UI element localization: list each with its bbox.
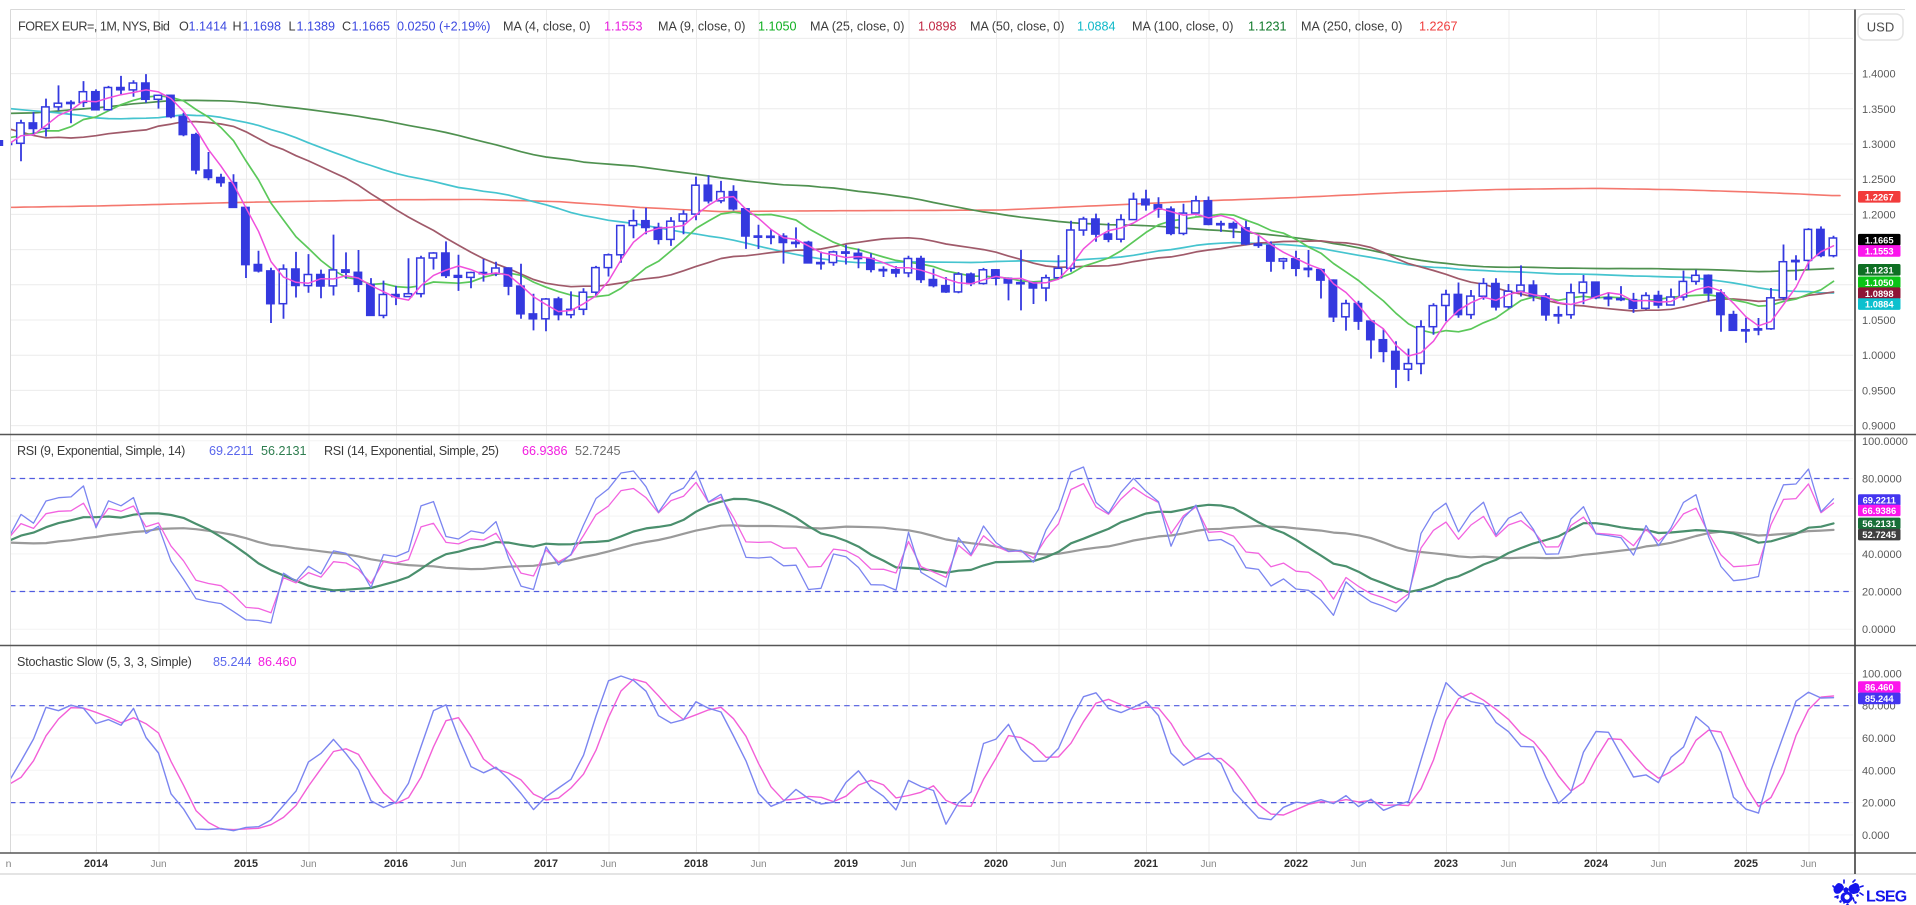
svg-text:100.0000: 100.0000 <box>1862 436 1908 448</box>
svg-text:56.2131: 56.2131 <box>261 444 307 458</box>
svg-text:52.7245: 52.7245 <box>1862 529 1896 540</box>
svg-text:Jun: Jun <box>1800 859 1816 870</box>
svg-text:1.1389: 1.1389 <box>297 20 336 34</box>
svg-text:0.0250 (+2.19%): 0.0250 (+2.19%) <box>397 20 490 34</box>
svg-text:1.2000: 1.2000 <box>1862 209 1896 221</box>
svg-text:2025: 2025 <box>1734 858 1758 870</box>
svg-text:0.9500: 0.9500 <box>1862 385 1896 397</box>
svg-text:1.0898: 1.0898 <box>1865 288 1894 299</box>
svg-text:1.1414: 1.1414 <box>189 20 228 34</box>
svg-text:1.1231: 1.1231 <box>1865 264 1894 275</box>
svg-text:60.000: 60.000 <box>1862 733 1896 745</box>
svg-text:0.9000: 0.9000 <box>1862 421 1896 433</box>
svg-text:2019: 2019 <box>834 858 858 870</box>
svg-text:1.1665: 1.1665 <box>352 20 391 34</box>
svg-text:2021: 2021 <box>1134 858 1158 870</box>
svg-text:C: C <box>342 20 351 34</box>
svg-text:40.0000: 40.0000 <box>1862 549 1902 561</box>
svg-text:O: O <box>179 20 189 34</box>
svg-text:2014: 2014 <box>84 858 108 870</box>
svg-text:2022: 2022 <box>1284 858 1308 870</box>
svg-text:Jun: Jun <box>600 859 616 870</box>
svg-text:2024: 2024 <box>1584 858 1608 870</box>
svg-text:20.000: 20.000 <box>1862 798 1896 810</box>
svg-text:86.460: 86.460 <box>258 655 297 669</box>
svg-text:Jun: Jun <box>1350 859 1366 870</box>
svg-text:1.0884: 1.0884 <box>1077 20 1116 34</box>
svg-text:Jun: Jun <box>1650 859 1666 870</box>
svg-text:1.1050: 1.1050 <box>758 20 797 34</box>
svg-text:Jun: Jun <box>900 859 916 870</box>
svg-text:86.460: 86.460 <box>1865 682 1894 693</box>
svg-text:0.000: 0.000 <box>1862 830 1890 842</box>
svg-text:2017: 2017 <box>534 858 558 870</box>
svg-text:0.0000: 0.0000 <box>1862 624 1896 636</box>
svg-text:1.1050: 1.1050 <box>1865 277 1894 288</box>
svg-text:1.2500: 1.2500 <box>1862 174 1896 186</box>
svg-text:40.000: 40.000 <box>1862 765 1896 777</box>
svg-text:1.3000: 1.3000 <box>1862 139 1896 151</box>
svg-text:1.0000: 1.0000 <box>1862 350 1896 362</box>
svg-text:MA (100, close, 0): MA (100, close, 0) <box>1132 20 1234 34</box>
svg-text:85.244: 85.244 <box>213 655 252 669</box>
svg-text:56.2131: 56.2131 <box>1862 518 1896 529</box>
svg-text:MA (25, close, 0): MA (25, close, 0) <box>810 20 905 34</box>
svg-text:1.1698: 1.1698 <box>243 20 282 34</box>
svg-text:Jun: Jun <box>1050 859 1066 870</box>
svg-text:2015: 2015 <box>234 858 258 870</box>
svg-text:Jun: Jun <box>750 859 766 870</box>
svg-text:LSEG: LSEG <box>1866 889 1907 905</box>
svg-text:Jun: Jun <box>1200 859 1216 870</box>
svg-text:2016: 2016 <box>384 858 408 870</box>
svg-text:80.0000: 80.0000 <box>1862 473 1902 485</box>
svg-text:2020: 2020 <box>984 858 1008 870</box>
svg-text:1.0898: 1.0898 <box>918 20 957 34</box>
svg-text:69.2211: 69.2211 <box>209 444 254 458</box>
svg-text:MA (50, close, 0): MA (50, close, 0) <box>970 20 1065 34</box>
svg-text:L: L <box>289 20 296 34</box>
svg-text:1.1665: 1.1665 <box>1865 234 1894 245</box>
svg-text:69.2211: 69.2211 <box>1863 495 1896 506</box>
svg-text:1.1553: 1.1553 <box>604 20 643 34</box>
svg-text:MA (4, close, 0): MA (4, close, 0) <box>503 20 591 34</box>
svg-text:52.7245: 52.7245 <box>575 444 621 458</box>
svg-text:85.244: 85.244 <box>1865 693 1894 704</box>
svg-text:100.000: 100.000 <box>1862 668 1902 680</box>
svg-text:2023: 2023 <box>1434 858 1458 870</box>
svg-text:66.9386: 66.9386 <box>1862 505 1896 516</box>
svg-text:Jun: Jun <box>150 859 166 870</box>
svg-text:1.3500: 1.3500 <box>1862 104 1896 116</box>
svg-text:1.0884: 1.0884 <box>1865 299 1894 310</box>
svg-text:USD: USD <box>1867 20 1894 35</box>
svg-text:1.1231: 1.1231 <box>1248 20 1287 34</box>
svg-text:n: n <box>6 858 12 870</box>
svg-text:Jun: Jun <box>300 859 316 870</box>
svg-text:2018: 2018 <box>684 858 708 870</box>
svg-text:H: H <box>233 20 242 34</box>
svg-text:Jun: Jun <box>450 859 466 870</box>
svg-text:FOREX EUR=, 1M, NYS, Bid: FOREX EUR=, 1M, NYS, Bid <box>18 20 170 34</box>
svg-text:MA (9, close, 0): MA (9, close, 0) <box>658 20 746 34</box>
svg-text:20.0000: 20.0000 <box>1862 587 1902 599</box>
svg-text:RSI (14, Exponential, Simple,: RSI (14, Exponential, Simple, 25) <box>324 444 499 458</box>
svg-text:MA (250, close, 0): MA (250, close, 0) <box>1301 20 1403 34</box>
svg-text:1.4000: 1.4000 <box>1862 69 1896 81</box>
svg-text:RSI (9, Exponential, Simple, 1: RSI (9, Exponential, Simple, 14) <box>17 444 185 458</box>
svg-text:66.9386: 66.9386 <box>522 444 568 458</box>
svg-text:1.0500: 1.0500 <box>1862 315 1896 327</box>
svg-text:Stochastic Slow (5, 3, 3, Simp: Stochastic Slow (5, 3, 3, Simple) <box>17 655 192 669</box>
svg-text:1.2267: 1.2267 <box>1419 20 1458 34</box>
svg-text:Jun: Jun <box>1500 859 1516 870</box>
svg-text:1.2267: 1.2267 <box>1865 191 1894 202</box>
svg-text:1.1553: 1.1553 <box>1865 246 1894 257</box>
